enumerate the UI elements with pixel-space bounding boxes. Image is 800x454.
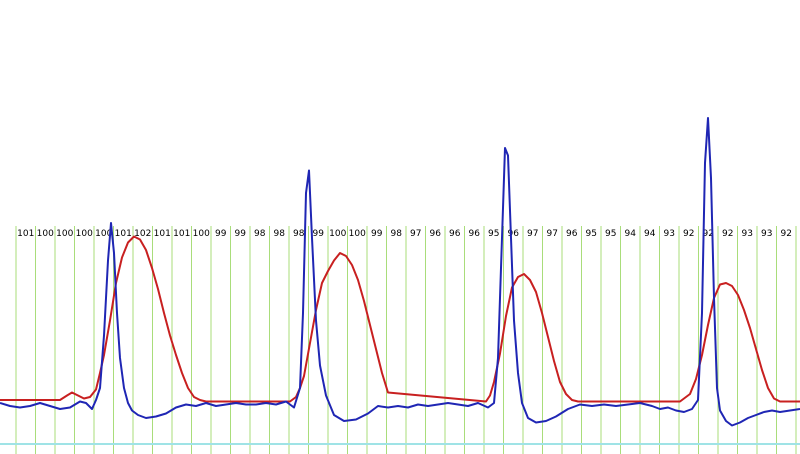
- beat-label: 100: [37, 229, 54, 239]
- red-series-line: [0, 235, 800, 403]
- beat-label: 100: [56, 229, 73, 239]
- beat-label: 96: [469, 229, 481, 239]
- beat-label: 92: [781, 229, 792, 239]
- beat-label: 97: [527, 229, 538, 239]
- beat-label: 93: [742, 229, 753, 239]
- beat-label: 94: [644, 229, 656, 239]
- beat-label: 101: [154, 229, 171, 239]
- beat-gridlines: [15, 226, 797, 454]
- beat-label: 100: [76, 229, 93, 239]
- beat-label: 97: [547, 229, 558, 239]
- beat-label: 93: [664, 229, 675, 239]
- beat-label: 99: [313, 229, 325, 239]
- beat-label: 96: [430, 229, 442, 239]
- beat-label: 100: [349, 229, 366, 239]
- beat-label: 92: [722, 229, 733, 239]
- beat-label: 100: [95, 229, 112, 239]
- beat-label: 101: [173, 229, 190, 239]
- beat-label: 99: [371, 229, 383, 239]
- beat-label: 96: [566, 229, 578, 239]
- beat-label: 100: [193, 229, 210, 239]
- blue-series-line: [0, 117, 800, 427]
- series-lines: [0, 117, 800, 427]
- beat-label: 99: [215, 229, 227, 239]
- beat-label: 98: [391, 229, 403, 239]
- beat-label: 96: [449, 229, 461, 239]
- beat-label: 98: [274, 229, 286, 239]
- beat-label: 99: [235, 229, 247, 239]
- beat-label: 92: [683, 229, 694, 239]
- beat-label: 102: [134, 229, 151, 239]
- beat-labels: 101 100 100 100 100 101 102 101 101 100 99 99 98 98 98…: [17, 229, 792, 239]
- beat-label: 95: [605, 229, 616, 239]
- beat-label: 95: [586, 229, 597, 239]
- beat-label: 95: [488, 229, 499, 239]
- beat-label: 92: [703, 229, 714, 239]
- beat-label: 101: [115, 229, 132, 239]
- beat-label: 101: [17, 229, 34, 239]
- beat-label: 94: [625, 229, 637, 239]
- beat-label: 98: [254, 229, 266, 239]
- beat-label: 98: [293, 229, 305, 239]
- beat-label: 100: [329, 229, 346, 239]
- beat-label: 97: [410, 229, 421, 239]
- beat-label: 93: [761, 229, 772, 239]
- beat-label: 96: [508, 229, 520, 239]
